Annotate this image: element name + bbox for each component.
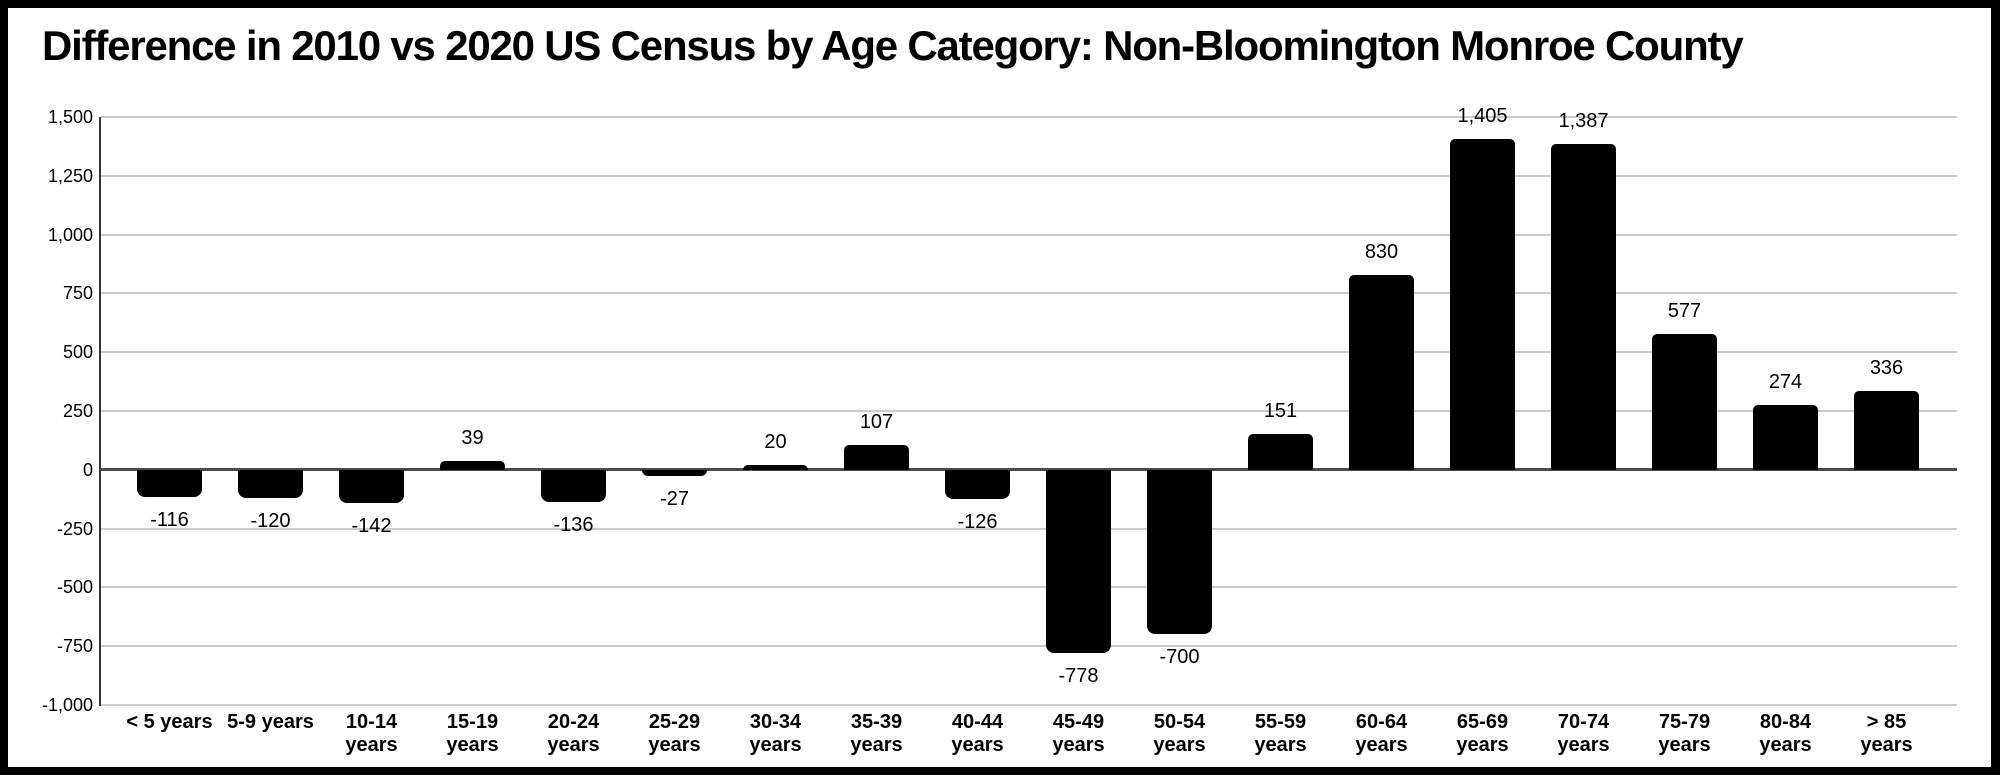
gridline [100, 645, 1957, 648]
x-axis-category-label: 50-54 years [1153, 711, 1206, 756]
x-axis-category-label: 65-69 years [1456, 711, 1509, 756]
x-axis-category-label: 10-14 years [345, 711, 398, 756]
bar [1652, 334, 1717, 470]
bar-value-label: -120 [250, 510, 291, 533]
x-axis-category-label: 75-79 years [1658, 711, 1711, 756]
bar-value-label: -778 [1058, 664, 1099, 687]
bar [339, 469, 404, 504]
y-tick-label: -250 [56, 518, 93, 539]
bar-value-label: 274 [1768, 371, 1803, 394]
gridline [100, 410, 1957, 412]
bar-value-label: -142 [351, 515, 392, 538]
x-axis-category-label: 30-34 years [749, 711, 802, 756]
gridline [100, 586, 1957, 589]
x-axis-category-label: 80-84 years [1759, 711, 1812, 756]
x-axis-category-label: 5-9 years [227, 711, 314, 733]
x-axis-category-label: 40-44 years [951, 711, 1004, 756]
bar-value-label: -126 [957, 511, 998, 534]
x-axis-category-label: 70-74 years [1557, 711, 1610, 756]
y-tick-label: -750 [56, 636, 93, 657]
x-axis-category-label: 20-24 years [547, 711, 600, 756]
bar-value-label: -136 [553, 513, 594, 536]
bar [1147, 469, 1212, 635]
bar-value-label: 107 [859, 410, 894, 433]
bar-value-label: 336 [1869, 356, 1904, 379]
bar [1753, 405, 1818, 470]
bar [945, 469, 1010, 500]
bar-value-label: 577 [1667, 300, 1702, 323]
bar-value-label: 1,405 [1457, 105, 1508, 128]
gridline [100, 527, 1957, 530]
x-axis-category-label: > 85 years [1860, 711, 1913, 756]
gridline [100, 174, 1957, 177]
bar-value-label: 39 [461, 426, 484, 449]
bar [1248, 434, 1313, 470]
y-tick-label: 250 [62, 401, 93, 421]
bar [844, 444, 909, 470]
y-tick-label: -1,000 [41, 695, 93, 715]
bar-value-label: 1,387 [1558, 109, 1609, 132]
bar-value-label: -700 [1159, 646, 1200, 669]
bar-value-label: 151 [1263, 400, 1298, 423]
y-tick-label: 500 [62, 342, 93, 363]
bar [541, 469, 606, 502]
bar [743, 465, 808, 470]
bar [137, 469, 202, 498]
gridline [100, 351, 1957, 354]
y-tick-label: 1,250 [47, 165, 93, 186]
x-axis-category-label: 60-64 years [1355, 711, 1408, 756]
bar [1854, 390, 1919, 470]
bar [642, 469, 707, 477]
gridline [100, 704, 1957, 706]
x-axis-category-label: < 5 years [126, 711, 213, 733]
bar-value-label: -27 [660, 488, 689, 511]
x-axis-category-label: 45-49 years [1052, 711, 1105, 756]
bar [1349, 274, 1414, 470]
bar [238, 469, 303, 499]
bar [440, 460, 505, 470]
y-tick-label: 1,000 [47, 224, 93, 245]
x-axis-category-label: 15-19 years [446, 711, 499, 756]
bar-value-label: 20 [764, 431, 787, 454]
gridline [100, 233, 1957, 236]
bar-value-label: 830 [1364, 240, 1399, 263]
zero-baseline [100, 468, 1957, 472]
chart-title: Difference in 2010 vs 2020 US Census by … [42, 22, 1744, 69]
y-tick-label: 1,500 [47, 107, 93, 127]
bar [1046, 469, 1111, 653]
gridline [100, 116, 1957, 118]
y-tick-label: 0 [82, 459, 93, 480]
x-axis-category-label: 25-29 years [648, 711, 701, 756]
bar [1450, 139, 1515, 470]
y-tick-label: 750 [62, 283, 93, 304]
y-tick-label: -500 [56, 577, 93, 598]
y-axis-line [99, 117, 101, 706]
bar-value-label: -116 [150, 509, 189, 532]
bar [1551, 143, 1616, 470]
x-axis-category-label: 35-39 years [850, 711, 903, 756]
x-axis-category-label: 55-59 years [1254, 711, 1307, 756]
gridline [100, 292, 1957, 295]
